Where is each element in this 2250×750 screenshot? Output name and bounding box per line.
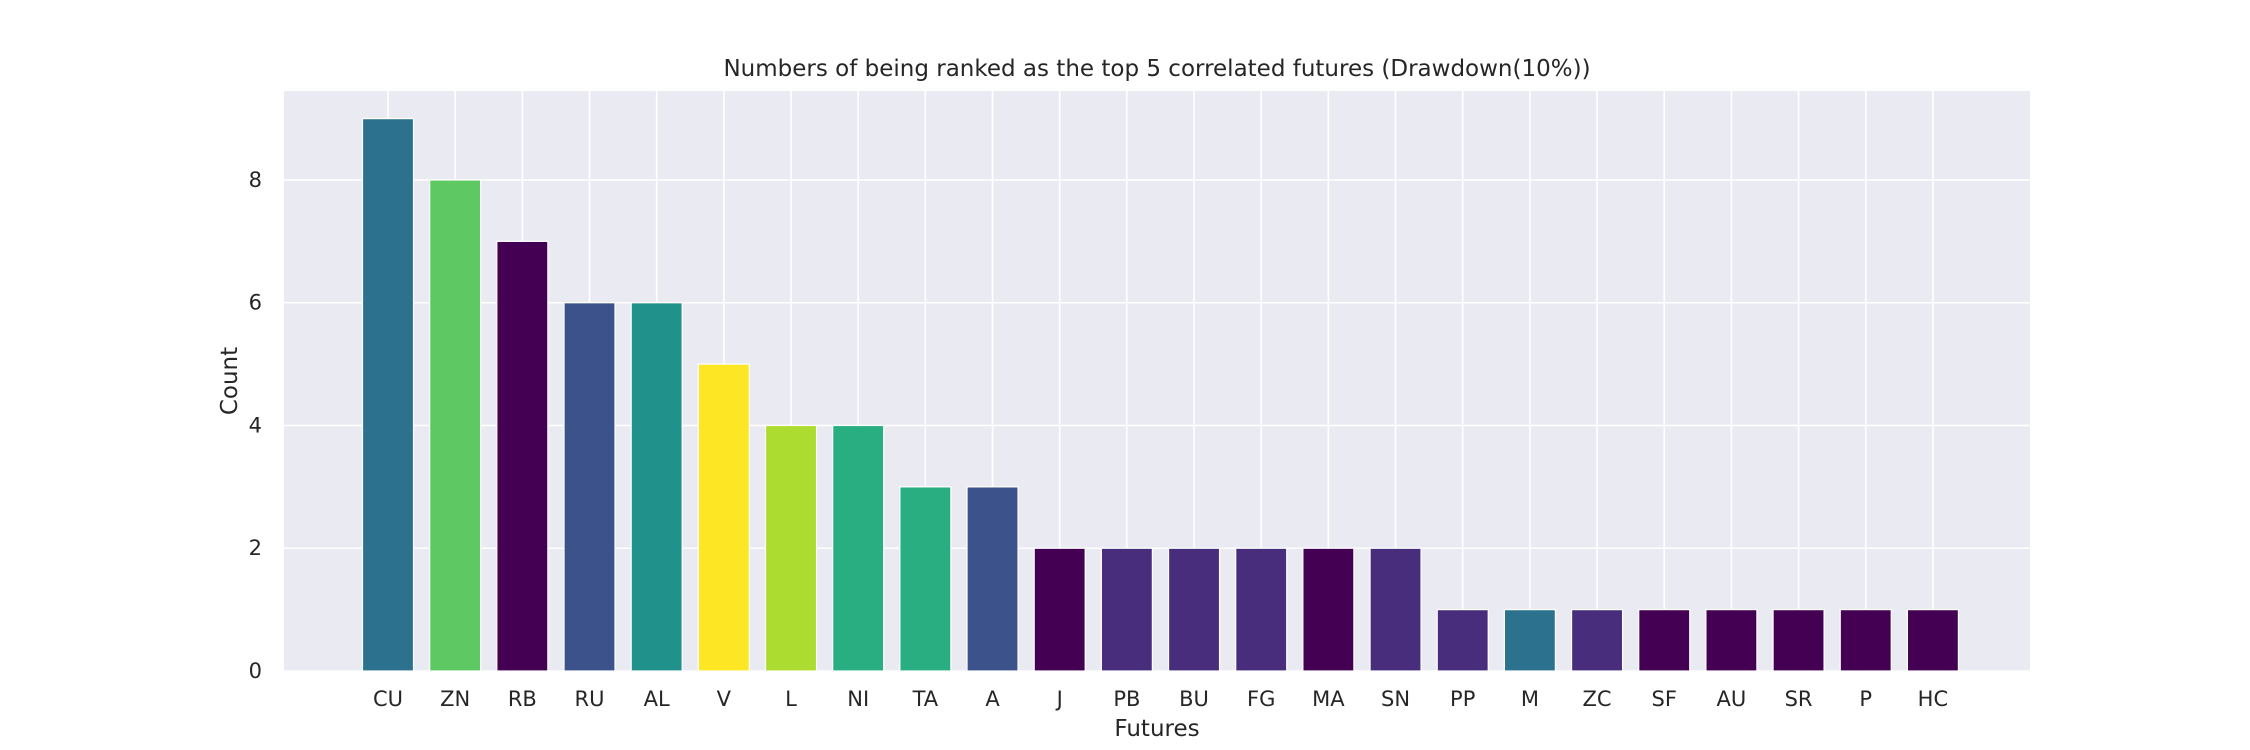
bar-ru <box>563 302 616 672</box>
x-axis-label: Futures <box>1114 716 1199 742</box>
bar-hc <box>1906 609 1960 672</box>
x-tick-label: SF <box>1652 687 1677 711</box>
bar-pb <box>1100 547 1153 672</box>
x-tick-labels: CU ZN RB RU AL V L NI TA A J PB BU FG MA SN PP M ZC SF AU SR P… <box>373 687 1948 711</box>
bar-l <box>764 424 818 672</box>
bar-pp <box>1436 609 1489 672</box>
bar-au <box>1705 609 1758 672</box>
x-tick-label: FG <box>1247 687 1275 711</box>
x-tick-label: ZN <box>440 687 470 711</box>
y-tick-labels: 0 2 4 6 8 <box>249 168 262 683</box>
bar-sr <box>1772 609 1825 672</box>
x-tick-label: M <box>1521 687 1539 711</box>
x-tick-label: TA <box>912 687 939 711</box>
x-tick-label: SN <box>1381 687 1410 711</box>
x-tick-label: AL <box>644 687 670 711</box>
bar-j <box>1033 547 1086 672</box>
x-tick-label: MA <box>1312 687 1345 711</box>
bar-cu <box>361 118 415 672</box>
x-tick-label: J <box>1055 687 1063 711</box>
x-tick-label: CU <box>373 687 403 711</box>
x-tick-label: BU <box>1179 687 1209 711</box>
chart-title: Numbers of being ranked as the top 5 cor… <box>723 56 1590 82</box>
bar-rb <box>496 240 549 672</box>
bar-ma <box>1302 547 1355 672</box>
bar-v <box>697 363 750 672</box>
x-tick-label: RB <box>508 687 537 711</box>
x-tick-label: PP <box>1450 687 1475 711</box>
x-tick-label: ZC <box>1583 687 1612 711</box>
bar-sf <box>1638 609 1691 672</box>
y-tick-label: 0 <box>249 659 262 683</box>
x-tick-label: RU <box>575 687 605 711</box>
x-tick-label: HC <box>1918 687 1948 711</box>
bar-bu <box>1167 547 1221 672</box>
x-tick-label: PB <box>1113 687 1140 711</box>
x-tick-label: SR <box>1785 687 1813 711</box>
bar-p <box>1839 609 1892 672</box>
x-tick-label: L <box>785 687 797 711</box>
bar-m <box>1503 609 1556 672</box>
y-tick-label: 4 <box>249 413 262 437</box>
bar-sn <box>1369 547 1422 672</box>
bar-zc <box>1570 609 1624 672</box>
y-tick-label: 2 <box>249 536 262 560</box>
bar-zn <box>429 179 482 672</box>
bar-ta <box>899 486 952 672</box>
x-tick-label: AU <box>1717 687 1747 711</box>
x-tick-label: A <box>985 687 1000 711</box>
y-axis-label: Count <box>217 347 243 415</box>
y-tick-label: 8 <box>249 168 262 192</box>
x-tick-label: V <box>717 687 732 711</box>
bar-al <box>630 302 683 672</box>
bar-ni <box>832 424 885 672</box>
x-tick-label: P <box>1859 687 1872 711</box>
bars <box>361 118 1960 672</box>
x-tick-label: NI <box>847 687 869 711</box>
y-tick-label: 6 <box>249 291 262 315</box>
bar-fg <box>1235 547 1288 672</box>
bar-a <box>966 486 1019 672</box>
